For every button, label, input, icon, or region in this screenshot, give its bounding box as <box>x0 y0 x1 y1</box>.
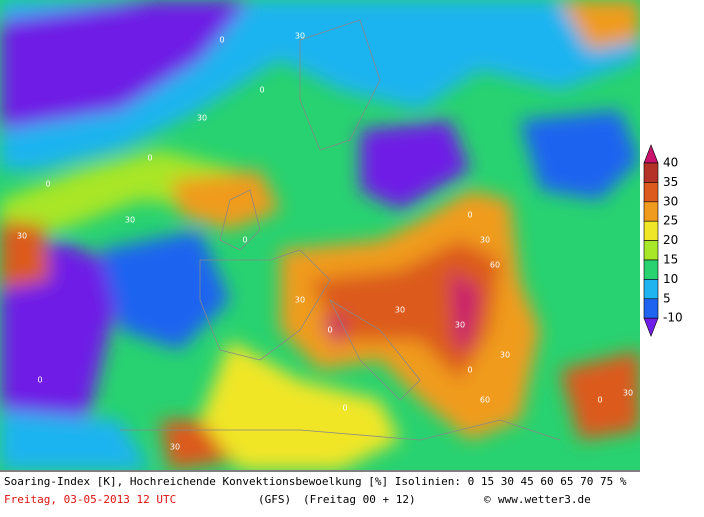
model: (GFS) <box>258 493 291 506</box>
contour-label: 30 <box>455 321 465 330</box>
colorbar-band <box>643 240 659 261</box>
contour-label: 30 <box>197 114 207 123</box>
contour-label: 30 <box>170 443 180 452</box>
contour-label: 30 <box>500 351 510 360</box>
contour-label: 30 <box>17 232 27 241</box>
weather-map: 0 30 0 30 0 30 0 30 0 30 0 30 0 30 60 30 0 30 0 30 60 0 30 0 <box>0 0 640 470</box>
colorbar-label: 10 <box>663 272 678 286</box>
contour-label: 0 <box>467 211 472 220</box>
website: www.wetter3.de <box>498 493 591 506</box>
contour-label: 30 <box>295 296 305 305</box>
contour-label: 0 <box>342 404 347 413</box>
contour-label: 0 <box>467 366 472 375</box>
valid-time: Freitag, 03-05-2013 12 UTC <box>4 493 176 506</box>
colorbar-band <box>643 259 659 280</box>
contour-label: 30 <box>623 389 633 398</box>
contour-label: 0 <box>219 36 224 45</box>
copyright: © <box>484 493 491 506</box>
contour-label: 60 <box>490 261 500 270</box>
contour-label: 0 <box>45 180 50 189</box>
colorbar-top <box>643 144 659 164</box>
contour-label: 0 <box>327 326 332 335</box>
colorbar-label: 15 <box>663 253 678 267</box>
colorbar-band <box>643 279 659 300</box>
colorbar-band <box>643 220 659 241</box>
colorbar-label: -10 <box>663 311 683 325</box>
legend-caption: Soaring-Index [K], Hochreichende Konvekt… <box>4 475 627 488</box>
colorbar-band <box>643 162 659 183</box>
colorbar-label: 30 <box>663 194 678 208</box>
colorbar-label: 20 <box>663 233 678 247</box>
contour-label: 0 <box>147 154 152 163</box>
contour-label: 0 <box>37 376 42 385</box>
contour-label: 30 <box>125 216 135 225</box>
colorbar: 40 35 30 25 20 15 10 5 -10 <box>643 144 683 338</box>
contour-label: 0 <box>242 236 247 245</box>
colorbar-band <box>643 298 659 319</box>
contour-label: 30 <box>295 32 305 41</box>
run: (Freitag 00 + 12) <box>303 493 416 506</box>
contour-label: 30 <box>395 306 405 315</box>
colorbar-label: 40 <box>663 156 678 170</box>
colorbar-bottom <box>643 317 659 338</box>
colorbar-band <box>643 182 659 203</box>
colorbar-band <box>643 201 659 222</box>
colorbar-label: 25 <box>663 214 678 228</box>
colorbar-label: 5 <box>663 291 671 305</box>
contour-label: 60 <box>480 396 490 405</box>
contour-label: 0 <box>597 396 602 405</box>
colorbar-label: 35 <box>663 175 678 189</box>
contour-label: 30 <box>480 236 490 245</box>
contour-label: 0 <box>259 86 264 95</box>
